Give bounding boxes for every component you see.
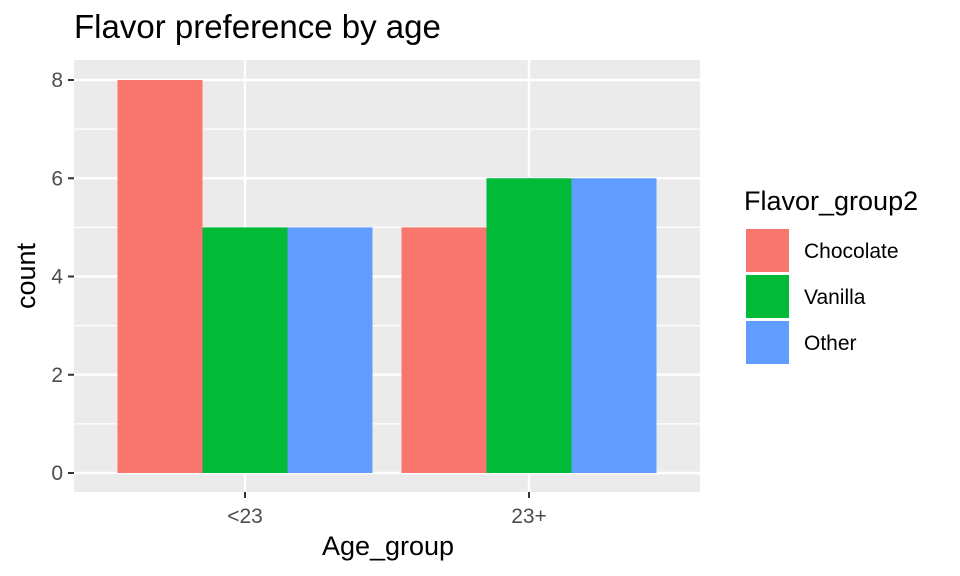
bar-chocolate-0 [117, 80, 203, 473]
legend-label-vanilla: Vanilla [804, 286, 866, 309]
bars-group [117, 80, 657, 473]
bar-vanilla-1 [486, 178, 572, 473]
bar-chocolate-1 [401, 227, 487, 473]
x-axis: <23 23+ [227, 492, 547, 528]
legend-label-other: Other [804, 332, 857, 355]
legend-key-vanilla [746, 275, 789, 318]
bar-other-0 [287, 227, 373, 473]
y-tick-label: 4 [51, 266, 63, 289]
y-tick-label: 2 [51, 364, 63, 387]
bar-other-1 [571, 178, 657, 473]
x-tick-label: 23+ [511, 505, 547, 528]
x-tick-label: <23 [227, 505, 263, 528]
y-tick-label: 6 [51, 167, 63, 190]
legend-label-chocolate: Chocolate [804, 240, 899, 263]
y-tick-label: 8 [51, 69, 63, 92]
chart-title: Flavor preference by age [74, 8, 441, 45]
y-tick-label: 0 [51, 462, 63, 485]
legend-key-chocolate [746, 229, 789, 272]
legend: Flavor_group2 Chocolate Vanilla Other [744, 186, 918, 364]
bar-vanilla-0 [202, 227, 288, 473]
y-axis-title: count [11, 242, 41, 309]
y-axis: 0 2 4 6 8 [51, 69, 74, 485]
legend-key-other [746, 321, 789, 364]
x-axis-title: Age_group [322, 531, 454, 561]
legend-title: Flavor_group2 [744, 186, 918, 216]
